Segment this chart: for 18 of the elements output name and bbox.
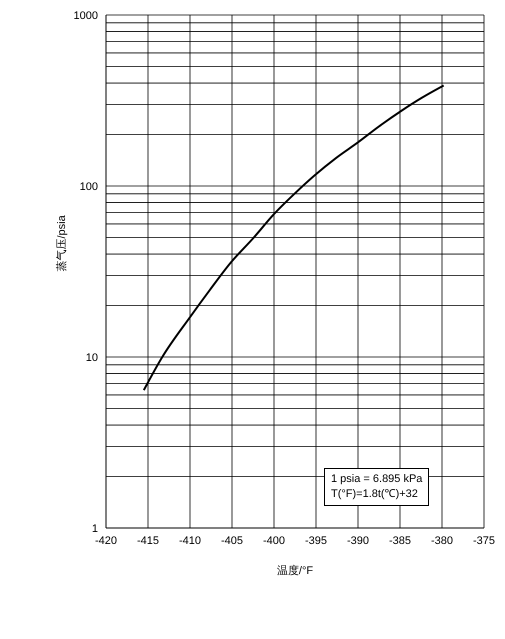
y-tick-label: 10: [86, 352, 98, 364]
x-tick-label: -420: [94, 534, 118, 547]
x-tick-label: -375: [472, 534, 496, 547]
x-tick-label: -410: [178, 534, 202, 547]
x-tick-label: -395: [304, 534, 328, 547]
x-tick-label: -380: [430, 534, 454, 547]
y-axis-title: 蒸气压/psia: [54, 214, 68, 272]
y-tick-label: 100: [80, 180, 98, 193]
y-tick-label: 1000: [74, 10, 98, 22]
x-axis-title: 温度/°F: [276, 564, 314, 577]
x-tick-label: -405: [220, 534, 244, 547]
x-tick-label: -400: [262, 534, 286, 547]
annotation: T(°F)=1.8t(℃)+32: [331, 487, 419, 502]
x-tick-label: -390: [346, 534, 370, 547]
x-tick-label: -385: [388, 534, 412, 547]
y-tick-label: 1: [92, 522, 98, 535]
annotation: 1 psia = 6.895 kPa: [331, 472, 422, 487]
x-tick-label: -415: [136, 534, 160, 547]
